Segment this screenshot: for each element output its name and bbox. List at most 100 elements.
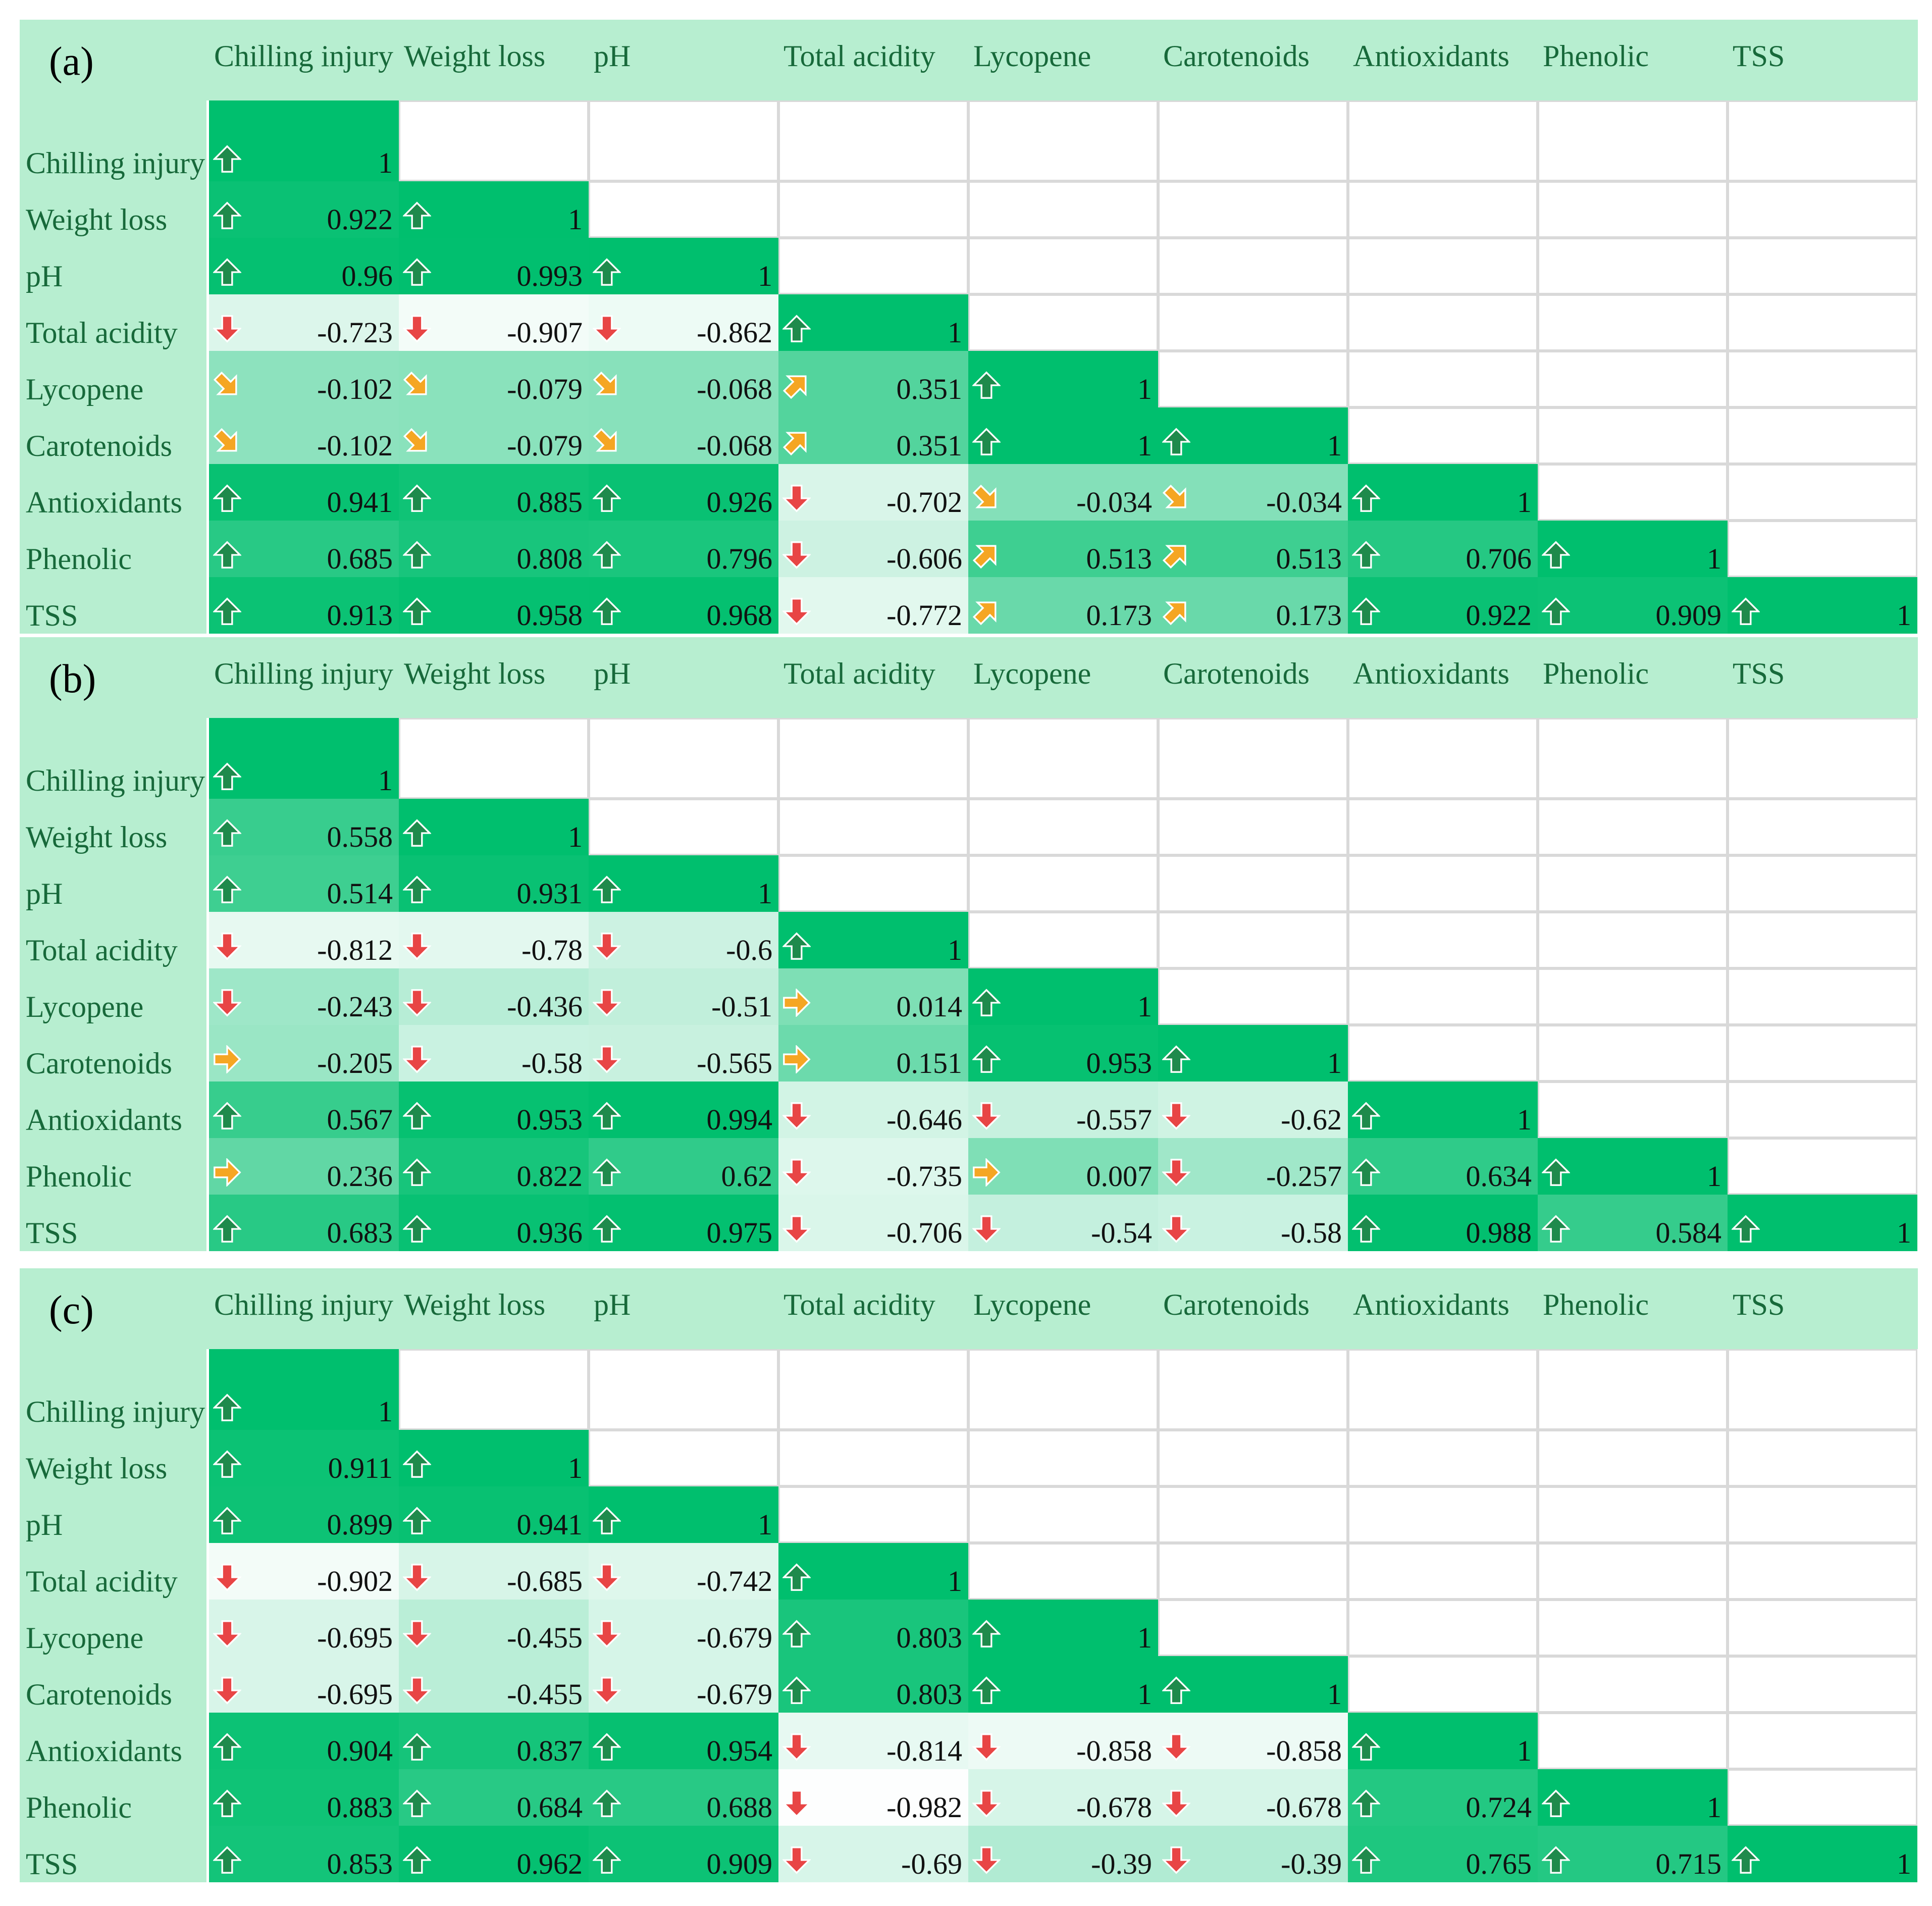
up-arrow-icon (1732, 1215, 1760, 1243)
empty-cell (968, 1430, 1158, 1486)
empty-cell (1728, 464, 1917, 521)
correlation-cell: 0.803 (778, 1600, 968, 1656)
empty-cell (1158, 1543, 1348, 1600)
correlation-value: 0.514 (327, 877, 393, 910)
down-arrow-icon (593, 933, 621, 960)
empty-cell (1728, 351, 1917, 407)
correlation-cell: -0.079 (399, 351, 589, 407)
correlation-value: 0.173 (1276, 599, 1342, 632)
correlation-value: 0.96 (341, 260, 393, 292)
correlation-cell: 0.953 (968, 1025, 1158, 1081)
correlation-value: 0.926 (706, 486, 773, 519)
empty-cell (1728, 1349, 1917, 1430)
empty-cell (1538, 294, 1728, 351)
up-arrow-icon (1352, 1846, 1380, 1874)
up-arrow-icon (1352, 597, 1380, 625)
correlation-value: -0.723 (317, 316, 393, 349)
empty-cell (399, 1349, 589, 1430)
empty-cell (1538, 912, 1728, 968)
up-arrow-icon (1732, 1846, 1760, 1874)
correlation-cell: 0.151 (778, 1025, 968, 1081)
correlation-cell: 0.936 (399, 1195, 589, 1251)
correlation-value: 0.993 (516, 260, 583, 292)
panel-header: (a) Chilling injury Weight loss pH Total aci… (20, 20, 1918, 100)
row-label: Lycopene (26, 373, 144, 406)
empty-cell (1348, 1600, 1538, 1656)
column-header: TSS (1733, 657, 1785, 690)
empty-cell (778, 100, 968, 181)
correlation-cell: 0.96 (209, 238, 399, 294)
down-arrow-icon (213, 989, 241, 1017)
diagonal-down-arrow-icon (403, 371, 427, 395)
up-arrow-icon (213, 541, 241, 569)
correlation-value: 0.953 (1086, 1047, 1153, 1079)
correlation-value: -0.54 (1091, 1216, 1152, 1249)
row-label-cell: pH (20, 855, 206, 912)
empty-cell (589, 718, 778, 799)
correlation-cell: 1 (1538, 521, 1728, 577)
correlation-value: 0.765 (1466, 1847, 1532, 1880)
correlation-cell: 0.514 (209, 855, 399, 912)
diagonal-up-arrow-icon (1162, 601, 1186, 626)
up-arrow-icon (213, 201, 241, 229)
row-label: Phenolic (26, 542, 132, 576)
correlation-cell: 0.988 (1348, 1195, 1538, 1251)
row-label-cell: Chilling injury (20, 100, 206, 181)
correlation-value: 1 (1327, 1678, 1342, 1711)
correlation-panel: (c) Chilling injury Weight loss pH Total aci… (20, 1268, 1918, 1887)
row-label: Antioxidants (26, 1734, 182, 1768)
correlation-cell: -0.695 (209, 1656, 399, 1713)
correlation-value: 0.513 (1086, 542, 1153, 575)
correlation-value: -0.102 (317, 373, 393, 405)
correlation-cell: 0.688 (589, 1769, 778, 1826)
correlation-value: -0.858 (1076, 1734, 1152, 1767)
correlation-cell: -0.702 (778, 464, 968, 521)
correlation-cell: 1 (968, 407, 1158, 464)
correlation-value: 1 (948, 1565, 962, 1598)
correlation-cell: 0.962 (399, 1826, 589, 1882)
row-label: Total acidity (26, 1565, 178, 1598)
row-label-cell: Antioxidants (20, 1713, 206, 1769)
up-arrow-icon (213, 1394, 241, 1421)
up-arrow-icon (1352, 1102, 1380, 1129)
correlation-cell: 0.808 (399, 521, 589, 577)
correlation-cell: -0.678 (968, 1769, 1158, 1826)
panel-header: (b) Chilling injury Weight loss pH Total aci… (20, 637, 1918, 718)
correlation-value: 0.962 (516, 1847, 583, 1880)
diagonal-up-arrow-icon (972, 545, 997, 569)
correlation-cell: -0.455 (399, 1656, 589, 1713)
empty-cell (1728, 181, 1917, 238)
column-header: Chilling injury (214, 1288, 394, 1321)
up-arrow-icon (213, 145, 241, 173)
up-arrow-icon (1542, 1789, 1570, 1817)
empty-cell (778, 855, 968, 912)
correlation-value: -0.565 (697, 1047, 772, 1079)
correlation-cell: 1 (1348, 464, 1538, 521)
empty-cell (1538, 1081, 1728, 1138)
correlation-cell: 1 (1728, 577, 1917, 634)
correlation-cell: -0.079 (399, 407, 589, 464)
correlation-cell: 1 (1158, 407, 1348, 464)
correlation-cell: 1 (968, 1656, 1158, 1713)
empty-cell (778, 718, 968, 799)
correlation-cell: 0.62 (589, 1138, 778, 1195)
down-arrow-icon (972, 1102, 1001, 1130)
correlation-value: 1 (1707, 542, 1721, 575)
correlation-cell: 0.513 (1158, 521, 1348, 577)
down-arrow-icon (403, 1677, 431, 1705)
column-header: Total acidity (784, 39, 935, 73)
up-arrow-icon (403, 819, 431, 847)
correlation-cell: 0.885 (399, 464, 589, 521)
row-label: Antioxidants (26, 1103, 182, 1137)
correlation-cell: 1 (1728, 1826, 1917, 1882)
down-arrow-icon (972, 1846, 1001, 1874)
correlation-value: -0.78 (521, 934, 583, 966)
correlation-value: 1 (1137, 1678, 1152, 1711)
empty-cell (968, 294, 1158, 351)
empty-cell (1728, 294, 1917, 351)
up-arrow-icon (972, 428, 1001, 455)
correlation-cell: -0.455 (399, 1600, 589, 1656)
correlation-cell: 1 (968, 968, 1158, 1025)
correlation-value: 0.685 (327, 542, 393, 575)
empty-cell (1158, 1349, 1348, 1430)
